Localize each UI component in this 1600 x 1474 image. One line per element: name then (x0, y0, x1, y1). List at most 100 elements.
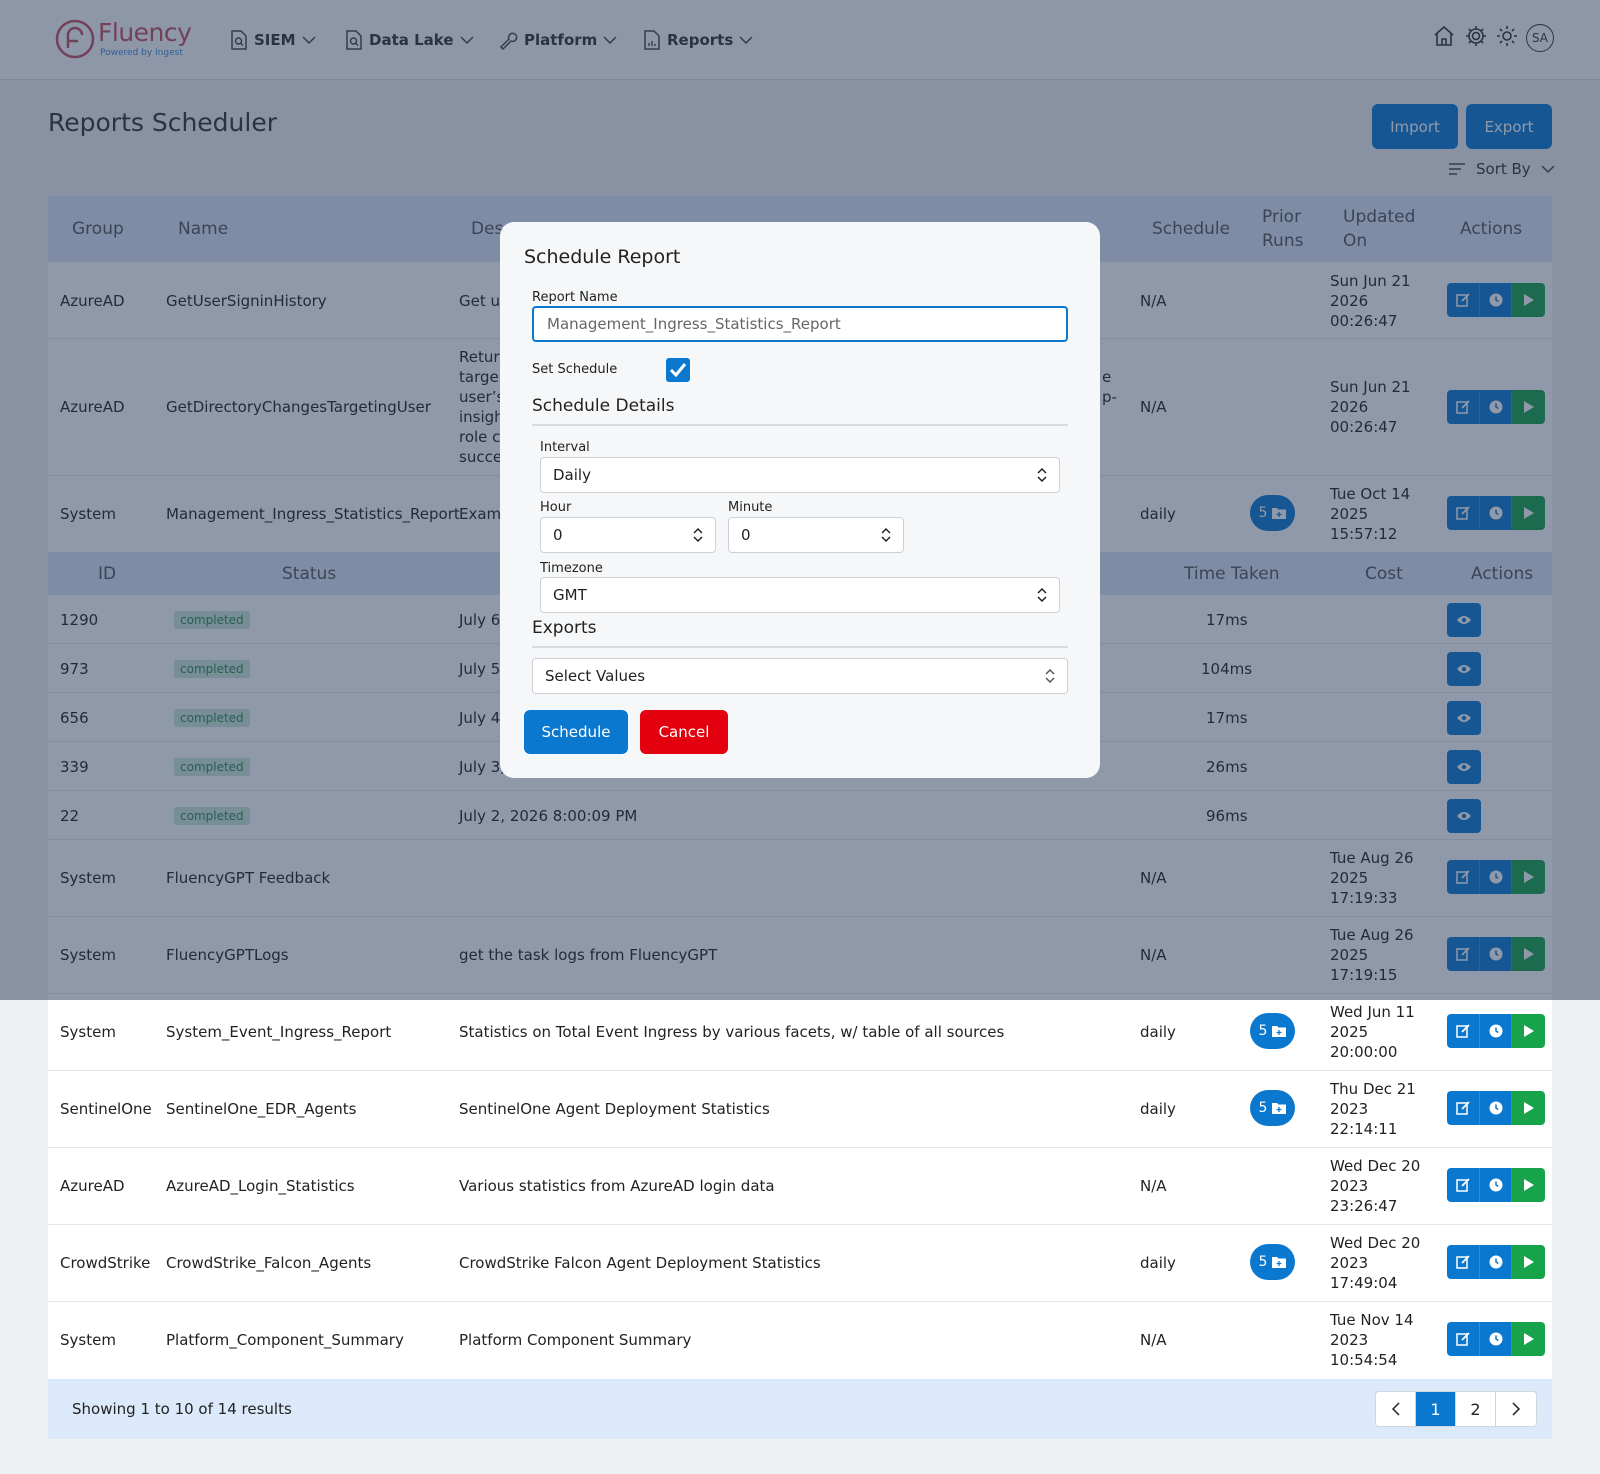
exports-select[interactable]: Select Values (532, 658, 1068, 694)
edit-icon (1456, 1024, 1470, 1038)
row-updated: Thu Dec 21 2023 22:14:11 (1330, 1080, 1416, 1138)
row-description: Various statistics from AzureAD login da… (459, 1177, 775, 1195)
interval-value: Daily (553, 466, 591, 484)
table-row[interactable]: System Platform_Component_Summary Platfo… (48, 1302, 1552, 1379)
edit-button[interactable] (1447, 1168, 1480, 1202)
row-updated: Wed Dec 20 2023 17:49:04 (1330, 1234, 1421, 1292)
set-schedule-label: Set Schedule (532, 362, 618, 377)
row-name[interactable]: System_Event_Ingress_Report (166, 1023, 392, 1041)
table-row[interactable]: AzureAD AzureAD_Login_Statistics Various… (48, 1148, 1552, 1225)
timezone-value: GMT (553, 586, 587, 604)
run-button[interactable] (1512, 1168, 1545, 1202)
row-description: CrowdStrike Falcon Agent Deployment Stat… (459, 1254, 821, 1272)
edit-icon (1456, 1255, 1470, 1269)
checkmark-icon (669, 363, 687, 378)
prev-page-button[interactable] (1376, 1392, 1416, 1426)
set-schedule-checkbox[interactable] (666, 358, 690, 382)
row-updated: Wed Dec 20 2023 23:26:47 (1330, 1157, 1421, 1215)
schedule-button[interactable] (1479, 1322, 1513, 1356)
row-actions (1447, 1091, 1545, 1125)
page-2-button[interactable]: 2 (1456, 1392, 1496, 1426)
results-summary: Showing 1 to 10 of 14 results (72, 1400, 292, 1418)
prior-runs-badge[interactable]: 5 (1250, 1090, 1295, 1126)
prior-runs-count: 5 (1258, 1023, 1268, 1039)
row-schedule: daily (1140, 1023, 1176, 1041)
row-name[interactable]: AzureAD_Login_Statistics (166, 1177, 355, 1195)
run-button[interactable] (1512, 1245, 1545, 1279)
schedule-button[interactable] (1479, 1168, 1513, 1202)
row-schedule: N/A (1140, 1331, 1167, 1349)
minute-value: 0 (741, 526, 751, 544)
prior-runs-badge[interactable]: 5 (1250, 1244, 1295, 1280)
clock-icon (1489, 1024, 1502, 1038)
edit-button[interactable] (1447, 1322, 1480, 1356)
edit-icon (1456, 1178, 1470, 1192)
row-name[interactable]: Platform_Component_Summary (166, 1331, 404, 1349)
clock-icon (1489, 1255, 1502, 1269)
minute-label: Minute (728, 500, 773, 515)
select-arrows-icon (1037, 467, 1047, 483)
row-schedule: N/A (1140, 1177, 1167, 1195)
hour-label: Hour (540, 500, 572, 515)
edit-icon (1456, 1332, 1470, 1346)
table-row[interactable]: CrowdStrike CrowdStrike_Falcon_Agents Cr… (48, 1225, 1552, 1302)
schedule-button[interactable]: Schedule (524, 710, 628, 754)
table-footer: Showing 1 to 10 of 14 results 1 2 (48, 1379, 1552, 1439)
row-description: Platform Component Summary (459, 1331, 692, 1349)
edit-button[interactable] (1447, 1091, 1480, 1125)
row-actions (1447, 1245, 1545, 1279)
table-row[interactable]: SentinelOne SentinelOne_EDR_Agents Senti… (48, 1071, 1552, 1148)
row-group: SentinelOne (60, 1100, 152, 1118)
row-name[interactable]: SentinelOne_EDR_Agents (166, 1100, 357, 1118)
edit-button[interactable] (1447, 1245, 1480, 1279)
timezone-select[interactable]: GMT (540, 577, 1060, 613)
schedule-button[interactable] (1479, 1245, 1513, 1279)
row-schedule: daily (1140, 1100, 1176, 1118)
timezone-label: Timezone (540, 561, 603, 576)
row-name[interactable]: CrowdStrike_Falcon_Agents (166, 1254, 372, 1272)
play-icon (1523, 1256, 1534, 1268)
hour-select[interactable]: 0 (540, 517, 716, 553)
chevron-left-icon (1391, 1402, 1400, 1416)
cancel-button[interactable]: Cancel (640, 710, 728, 754)
prior-runs-badge[interactable]: 5 (1250, 1013, 1295, 1049)
page-1-button[interactable]: 1 (1416, 1392, 1456, 1426)
folder-icon (1272, 1257, 1287, 1268)
row-updated: Wed Jun 11 2025 20:00:00 (1330, 1003, 1415, 1061)
next-page-button[interactable] (1496, 1392, 1536, 1426)
select-arrows-icon (693, 527, 703, 543)
row-actions (1447, 1168, 1545, 1202)
prior-runs-count: 5 (1258, 1254, 1268, 1270)
run-button[interactable] (1512, 1014, 1545, 1048)
schedule-button[interactable] (1479, 1014, 1513, 1048)
row-description: Statistics on Total Event Ingress by var… (459, 1023, 1005, 1041)
schedule-button[interactable] (1479, 1091, 1513, 1125)
folder-icon (1272, 1026, 1287, 1037)
select-arrows-icon (1045, 668, 1055, 684)
exports-placeholder: Select Values (545, 667, 646, 685)
row-description: SentinelOne Agent Deployment Statistics (459, 1100, 770, 1118)
hour-value: 0 (553, 526, 563, 544)
play-icon (1523, 1102, 1534, 1114)
play-icon (1523, 1025, 1534, 1037)
pagination: 1 2 (1375, 1391, 1537, 1427)
interval-select[interactable]: Daily (540, 457, 1060, 493)
select-arrows-icon (881, 527, 891, 543)
edit-button[interactable] (1447, 1014, 1480, 1048)
run-button[interactable] (1512, 1322, 1545, 1356)
modal-title: Schedule Report (524, 246, 681, 268)
report-name-label: Report Name (532, 290, 618, 305)
clock-icon (1489, 1178, 1502, 1192)
row-group: AzureAD (60, 1177, 125, 1195)
row-updated: Tue Nov 14 2023 10:54:54 (1330, 1311, 1414, 1369)
minute-select[interactable]: 0 (728, 517, 904, 553)
clock-icon (1489, 1332, 1502, 1346)
table-row[interactable]: System System_Event_Ingress_Report Stati… (48, 994, 1552, 1071)
edit-icon (1456, 1101, 1470, 1115)
run-button[interactable] (1512, 1091, 1545, 1125)
select-arrows-icon (1037, 587, 1047, 603)
chevron-right-icon (1512, 1402, 1521, 1416)
interval-label: Interval (540, 440, 590, 455)
report-name-input[interactable]: Management_Ingress_Statistics_Report (532, 306, 1068, 342)
row-actions (1447, 1322, 1545, 1356)
